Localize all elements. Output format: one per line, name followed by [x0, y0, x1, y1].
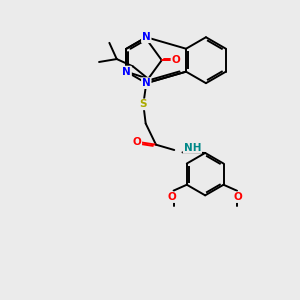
Text: N: N [122, 67, 131, 77]
Text: N: N [142, 78, 151, 88]
Text: N: N [122, 67, 131, 77]
Text: O: O [133, 137, 141, 147]
Text: N: N [142, 32, 151, 42]
Text: S: S [140, 99, 147, 110]
Text: O: O [172, 55, 180, 65]
Text: NH: NH [184, 143, 201, 153]
Text: O: O [234, 192, 243, 202]
Text: O: O [168, 192, 176, 202]
